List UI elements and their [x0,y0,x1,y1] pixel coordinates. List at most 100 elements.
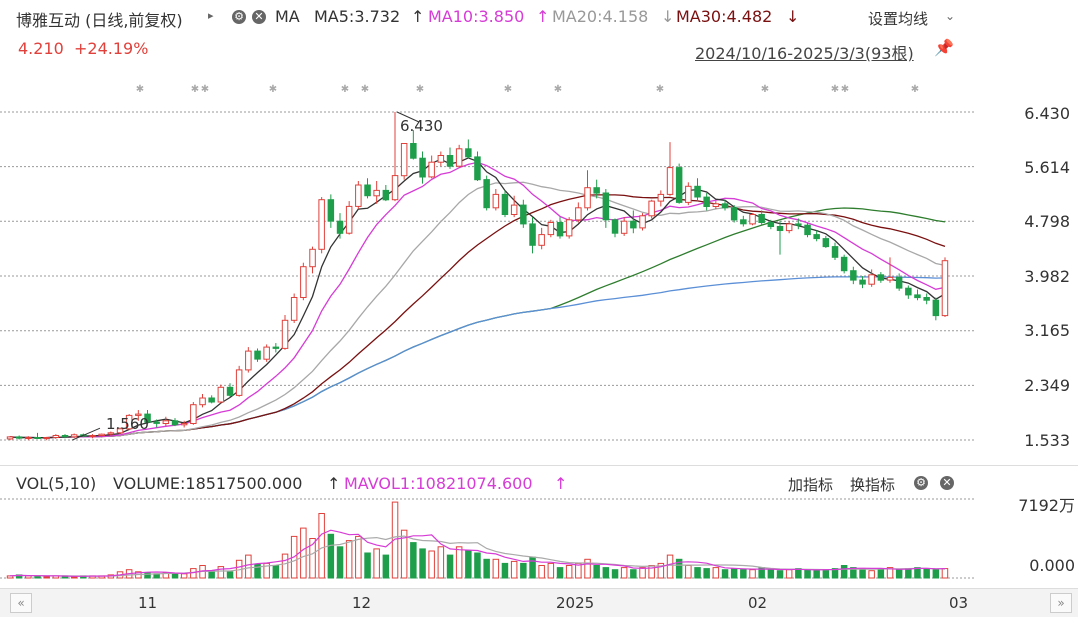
volume-bar [318,513,325,579]
volume-bar [804,569,811,579]
candle [135,413,142,416]
volume-bar [483,558,490,579]
candle [501,193,509,216]
event-marker-icon: ✱ [191,84,199,95]
ma-settings-gear-icon[interactable]: ⚙ [232,10,246,24]
volume-bar [254,564,261,579]
date-axis-label: 12 [352,594,372,612]
candle [144,413,151,423]
volume-bar [822,569,830,579]
candle [300,266,307,298]
event-marker-icon: ✱ [504,84,512,95]
ma10-line [9,161,946,439]
title-dropdown-icon[interactable]: ▸ [208,9,214,22]
volume-bar [245,554,252,579]
candle [630,220,637,229]
candle [217,386,225,403]
chevron-down-icon[interactable]: ⌄ [945,9,956,23]
volume-bar [43,576,50,579]
candle [575,207,582,221]
ma5-arrow: ↑ [411,7,425,26]
date-range[interactable]: 2024/10/16-2025/3/3(93根) [695,44,914,63]
candle [52,435,60,438]
candle [822,238,830,248]
candle [685,185,692,203]
mavol-value: MAVOL1:10821074.600 [344,474,533,493]
candle [740,219,747,225]
candle [905,287,912,296]
event-marker-icon: ✱ [761,84,769,95]
volume-bar [419,548,426,579]
ma-close-icon[interactable]: ✕ [252,10,266,24]
volume-bar [749,569,756,579]
candle [226,386,234,396]
pin-icon[interactable]: 📌 [934,38,954,57]
candle [804,224,811,236]
volume-bar [428,550,435,579]
candle [611,219,619,234]
volume-chart[interactable] [0,495,990,585]
candle [932,299,940,317]
timeline-bar[interactable]: « » [0,588,1078,617]
candle [795,223,802,226]
panel-divider [0,465,1078,466]
volume-bar [272,565,280,579]
vol-label: VOL(5,10) [16,474,97,493]
candle [675,167,683,203]
candle [281,319,289,349]
ma5-line [9,157,946,439]
volume-bar [538,565,545,579]
candle [694,185,701,198]
scroll-left-button[interactable]: « [10,593,32,613]
volume-bar [712,567,720,579]
event-marker-icon: ✱ [831,84,839,95]
volume-bar [465,550,472,579]
candle [345,205,353,234]
candle [923,297,930,301]
ma-settings-button[interactable]: 设置均线 [868,10,929,28]
candle [410,143,417,159]
volume-bar [410,542,417,579]
switch-indicator-button[interactable]: 换指标 [850,476,896,494]
volume-bar [345,540,353,579]
candle [620,220,628,234]
candle [639,215,646,229]
candle [336,220,344,234]
volume-bar [171,573,179,579]
price-axis-label: 1.533 [1024,431,1070,450]
chart-title[interactable]: 博雅互动 (日线,前复权) [16,11,183,30]
date-axis-label: 2025 [556,594,595,612]
candle [886,276,894,281]
price-change: +24.19% [74,39,149,58]
ma20-value: MA20:4.158 [552,7,649,26]
candle [556,222,564,237]
volume-bar [547,562,555,579]
volume-bar [620,567,628,579]
candle [125,414,133,430]
candle [666,167,674,195]
volume-bar [437,546,445,579]
candle [813,234,820,240]
event-marker-icon: ✱ [656,84,664,95]
price-axis-label: 5.614 [1024,158,1070,177]
add-indicator-button[interactable]: 加指标 [788,476,834,494]
volume-bar [914,567,921,579]
ma10-value: MA10:3.850 [428,7,525,26]
volume-bar [510,560,518,579]
volume-bar [941,568,949,579]
candlestick-chart[interactable]: ✱ ✱ ✱ ✱ ✱ ✱ ✱ ✱ ✱ ✱ ✱ ✱ ✱ ✱ [0,80,990,465]
candle [437,155,445,163]
candle [730,207,738,221]
volume-bar [501,562,509,579]
volume-bar [584,558,591,579]
candle [89,435,96,437]
volume-bar [70,576,78,579]
indicator-close-icon[interactable]: ✕ [940,476,954,490]
candle [721,203,729,209]
ma10-arrow: ↑ [536,7,550,26]
volume-bar [905,568,912,579]
volume-axis-label: 0.000 [1029,556,1075,575]
indicator-gear-icon[interactable]: ⚙ [914,476,928,490]
candle [263,346,270,360]
scroll-right-button[interactable]: » [1050,593,1072,613]
